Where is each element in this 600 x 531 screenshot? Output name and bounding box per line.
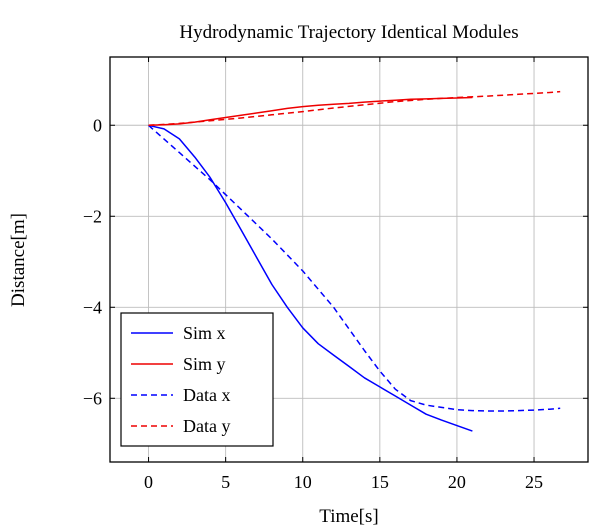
y-tick-label: −4 (83, 297, 102, 317)
legend-label-sim-x: Sim x (183, 323, 226, 343)
chart-title: Hydrodynamic Trajectory Identical Module… (179, 22, 518, 43)
legend: Sim x Sim y Data x Data y (120, 312, 274, 447)
x-tick-label: 15 (371, 472, 389, 492)
series-layer (148, 90, 561, 432)
y-axis-label: Distance[m] (8, 213, 29, 307)
legend-label-data-x: Data x (183, 385, 230, 405)
x-tick-label: 20 (448, 472, 466, 492)
series-line-data-x (148, 124, 561, 412)
x-tick-label: 0 (144, 472, 153, 492)
y-tick-label: 0 (93, 115, 102, 135)
legend-label-sim-y: Sim y (183, 354, 226, 374)
x-tick-label: 5 (221, 472, 230, 492)
legend-box (120, 312, 274, 447)
x-tick-label: 25 (525, 472, 543, 492)
legend-label-data-y: Data y (183, 416, 230, 436)
x-tick-label: 10 (294, 472, 312, 492)
x-axis-label: Time[s] (319, 506, 378, 527)
plot-area-frame (109, 56, 589, 463)
grid (110, 57, 588, 462)
tick-labels: 0 5 10 15 20 25 0 −2 −4 −6 (83, 115, 543, 492)
series-line-data-y (148, 90, 561, 127)
series-line-sim-x (148, 124, 473, 432)
y-tick-label: −2 (83, 206, 102, 226)
y-tick-label: −6 (83, 388, 102, 408)
ticks (110, 57, 588, 462)
